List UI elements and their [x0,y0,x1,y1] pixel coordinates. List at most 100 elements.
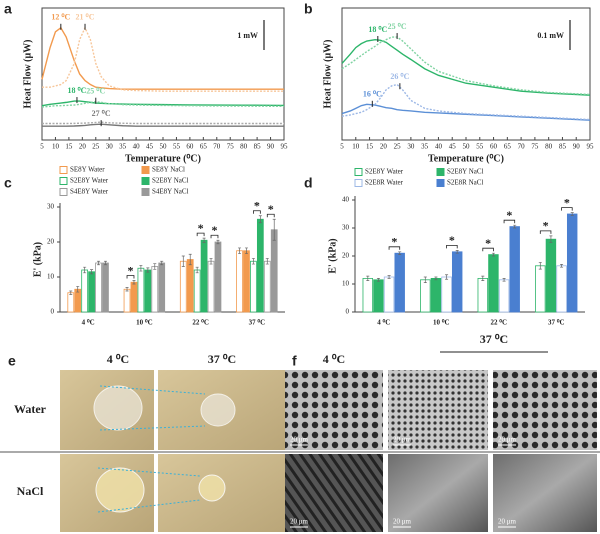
legend-label: S4E8Y Water [70,188,109,196]
scale-bar-label: 20 μm [393,436,412,444]
bar [151,266,159,313]
scale-bar-label: 1 mW [237,31,258,40]
legend-swatch [436,179,445,187]
sem-image [388,454,488,532]
scale-bar-label: 20 μm [498,436,517,444]
error-bar [195,266,199,274]
bar [102,262,109,313]
error-bar [398,251,402,255]
error-bar [181,255,185,267]
error-bar [445,274,449,280]
panel-label: e [8,353,16,369]
column-header: 37 ⁰C [480,332,508,346]
sem-image [493,370,597,450]
bar [123,288,131,313]
y-tick-label: 0 [346,308,350,316]
x-tick-label: 75 [531,143,539,151]
significance-bracket [482,247,494,252]
legend-swatch [141,177,150,185]
legend-swatch [436,168,445,176]
significance-bracket [210,234,219,239]
bar [130,281,138,313]
bar [270,229,278,313]
scale-bar-label: 20 μm [290,436,309,444]
x-tick-label: 70 [213,143,221,151]
gel [198,474,226,502]
peak-label: 16 ⁰C [363,90,382,99]
guide [99,425,206,431]
legend-label: SE8Y Water [70,166,105,174]
panel-label: b [304,1,313,17]
bar [243,250,250,313]
legend-label: SE8Y NaCl [152,166,185,174]
scale-bar-label: 20 μm [393,518,412,526]
legend-label: S2E8Y Water [365,168,404,176]
x-tick-label: 37 ⁰C [548,319,565,327]
significance-label: * [391,235,397,249]
guide [99,385,206,395]
significance-bracket [561,207,573,211]
y-tick-label: 10 [342,280,350,288]
x-tick-label: 75 [227,143,235,151]
panel-label: f [292,353,297,369]
error-bar [90,269,94,275]
error-bar [455,250,459,254]
error-bar [538,262,542,270]
x-tick-label: 90 [267,143,275,151]
error-bar [265,258,269,265]
x-tick-label: 90 [573,143,581,151]
bar [200,239,208,313]
y-axis-title: Heat Flow (μW) [322,40,333,109]
bar [451,251,463,313]
y-tick-label: 20 [47,238,55,246]
bar [74,288,82,313]
x-tick-label: 35 [119,143,127,151]
x-tick-label: 85 [559,143,567,151]
column-header: 37 ⁰C [208,352,236,366]
bar [137,267,145,313]
legend-label: S2E8R Water [365,179,404,187]
significance-label: * [564,195,570,209]
x-tick-label: 40 [133,143,141,151]
column-header: 4 ⁰C [323,352,345,366]
error-bar [103,260,107,266]
x-tick-label: 10 ⁰C [433,319,450,327]
x-tick-label: 22 ⁰C [490,319,507,327]
bar [81,269,89,313]
peak-label: 21 ⁰C [76,13,95,22]
x-tick-label: 50 [160,143,168,151]
legend-label: S2E8R NaCl [447,179,483,187]
x-tick-label: 25 [92,143,100,151]
error-bar [132,280,136,285]
error-bar [69,290,73,295]
bar [362,277,374,313]
x-tick-label: 65 [504,143,512,151]
error-bar [570,212,574,216]
bar [394,252,405,313]
significance-label: * [128,263,134,277]
error-bar [513,224,517,229]
error-bar [188,253,192,266]
error-bar [366,275,370,281]
bar [556,265,567,313]
significance-bracket [539,230,552,234]
guide [97,467,201,477]
significance-bracket [253,210,261,214]
plot-frame [41,7,285,141]
error-bar [376,278,380,282]
y-tick-label: 40 [342,196,350,204]
bar [207,260,215,313]
peak-label: 18 ⁰C [67,86,86,95]
image-panels: e 4 ⁰C 37 ⁰C Water NaCl f 4 ⁰C 37 ⁰C [0,332,600,532]
x-tick-label: 20 [79,143,87,151]
peak-label: 18 ⁰C [368,25,387,34]
x-tick-label: 5 [40,143,44,151]
x-tick-label: 70 [518,143,526,151]
error-bar [146,267,150,273]
line-series [42,121,284,125]
bar [373,279,384,313]
legend-label: S2E8Y NaCl [152,177,189,185]
y-axis-title: E' (kPa) [327,238,338,273]
error-bar [244,247,248,254]
x-tick-label: 35 [421,143,429,151]
